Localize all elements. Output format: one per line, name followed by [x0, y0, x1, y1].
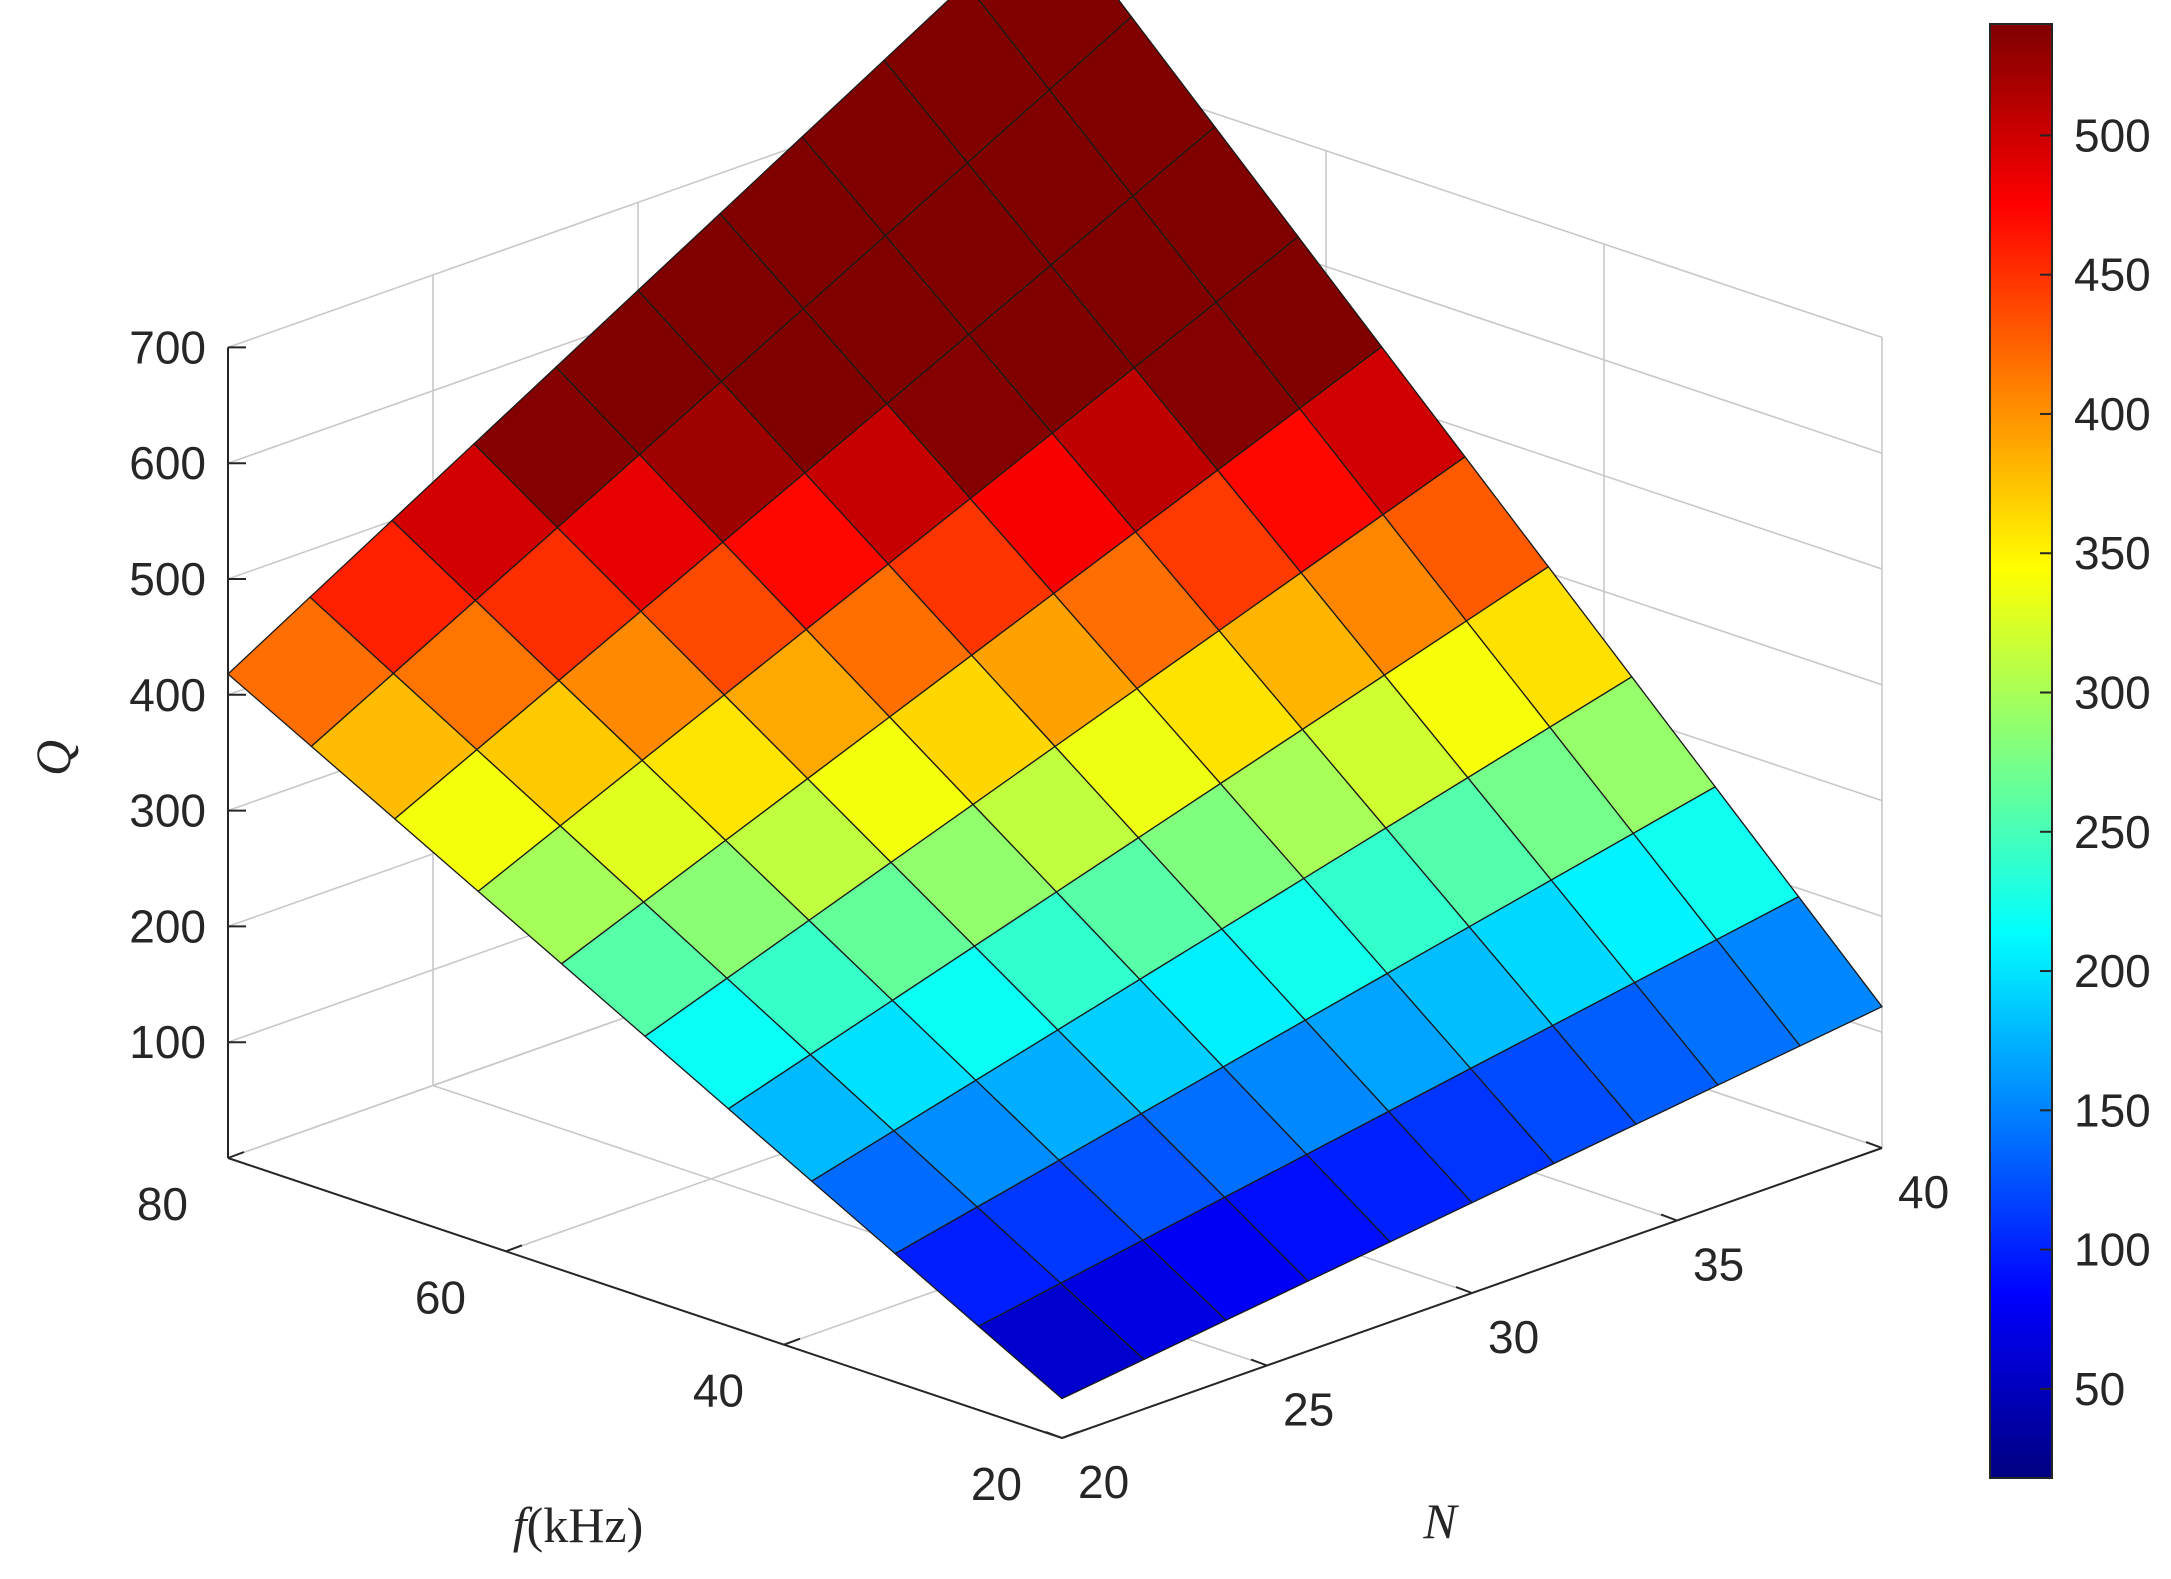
- colorbar-tick-label: 300: [2074, 667, 2151, 719]
- x-axis-unit: (kHz): [527, 1497, 644, 1553]
- f-axis-line: [227, 1157, 1063, 1439]
- z-tick-label: 100: [129, 1016, 206, 1068]
- axes: 100 200 300 400 500 600 700 20 40 60 80 20 25 30 35 40: [129, 321, 1949, 1510]
- z-tick-label: 200: [129, 900, 206, 952]
- colorbar-tick-label: 500: [2074, 109, 2151, 161]
- colorbar-tick-label: 50: [2074, 1363, 2125, 1415]
- colorbar-tick-label: 150: [2074, 1084, 2151, 1136]
- f-tick-label: 20: [971, 1458, 1022, 1510]
- z-tick-label: 700: [129, 321, 206, 373]
- colorbar-bar: [1989, 23, 2053, 1479]
- colorbar-tick-label: 100: [2074, 1224, 2151, 1276]
- colorbar-tick-label: 200: [2074, 945, 2151, 997]
- colorbar-tick-label: 250: [2074, 806, 2151, 858]
- z-tick-label: 400: [129, 669, 206, 721]
- colorbar-tick-label: 400: [2074, 388, 2151, 440]
- colorbar-tick-label: 350: [2074, 527, 2151, 579]
- f-tick: [227, 1151, 245, 1159]
- n-tick: [1250, 1358, 1268, 1367]
- z-tick-label: 300: [129, 785, 206, 837]
- surface-patch: [977, 1282, 1145, 1400]
- surface-patches: [227, 0, 1883, 1400]
- axis-labels: Q f(kHz) N: [25, 740, 1459, 1553]
- f-tick-label: 40: [693, 1365, 744, 1417]
- f-tick-label: 60: [415, 1271, 466, 1323]
- z-tick-label: 600: [129, 437, 206, 489]
- n-tick: [1455, 1286, 1473, 1294]
- n-tick: [1045, 1431, 1063, 1439]
- z-tick-label: 500: [129, 553, 206, 605]
- f-tick: [783, 1337, 801, 1346]
- colorbar: 50 100 150 200 250 300 350 400 450 500: [1989, 23, 2151, 1479]
- y-axis-label: N: [1422, 1493, 1459, 1549]
- n-tick-label: 20: [1078, 1456, 1129, 1508]
- f-tick: [505, 1244, 523, 1253]
- x-axis-label: f(kHz): [513, 1497, 644, 1553]
- n-tick-label: 25: [1283, 1384, 1334, 1436]
- n-tick: [1865, 1141, 1883, 1149]
- n-tick-label: 35: [1693, 1239, 1744, 1291]
- f-tick-label: 80: [137, 1178, 188, 1230]
- z-axis-label: Q: [25, 740, 81, 776]
- n-tick-label: 40: [1898, 1166, 1949, 1218]
- colorbar-tick-label: 450: [2074, 249, 2151, 301]
- n-tick-label: 30: [1488, 1311, 1539, 1363]
- n-tick: [1660, 1213, 1678, 1222]
